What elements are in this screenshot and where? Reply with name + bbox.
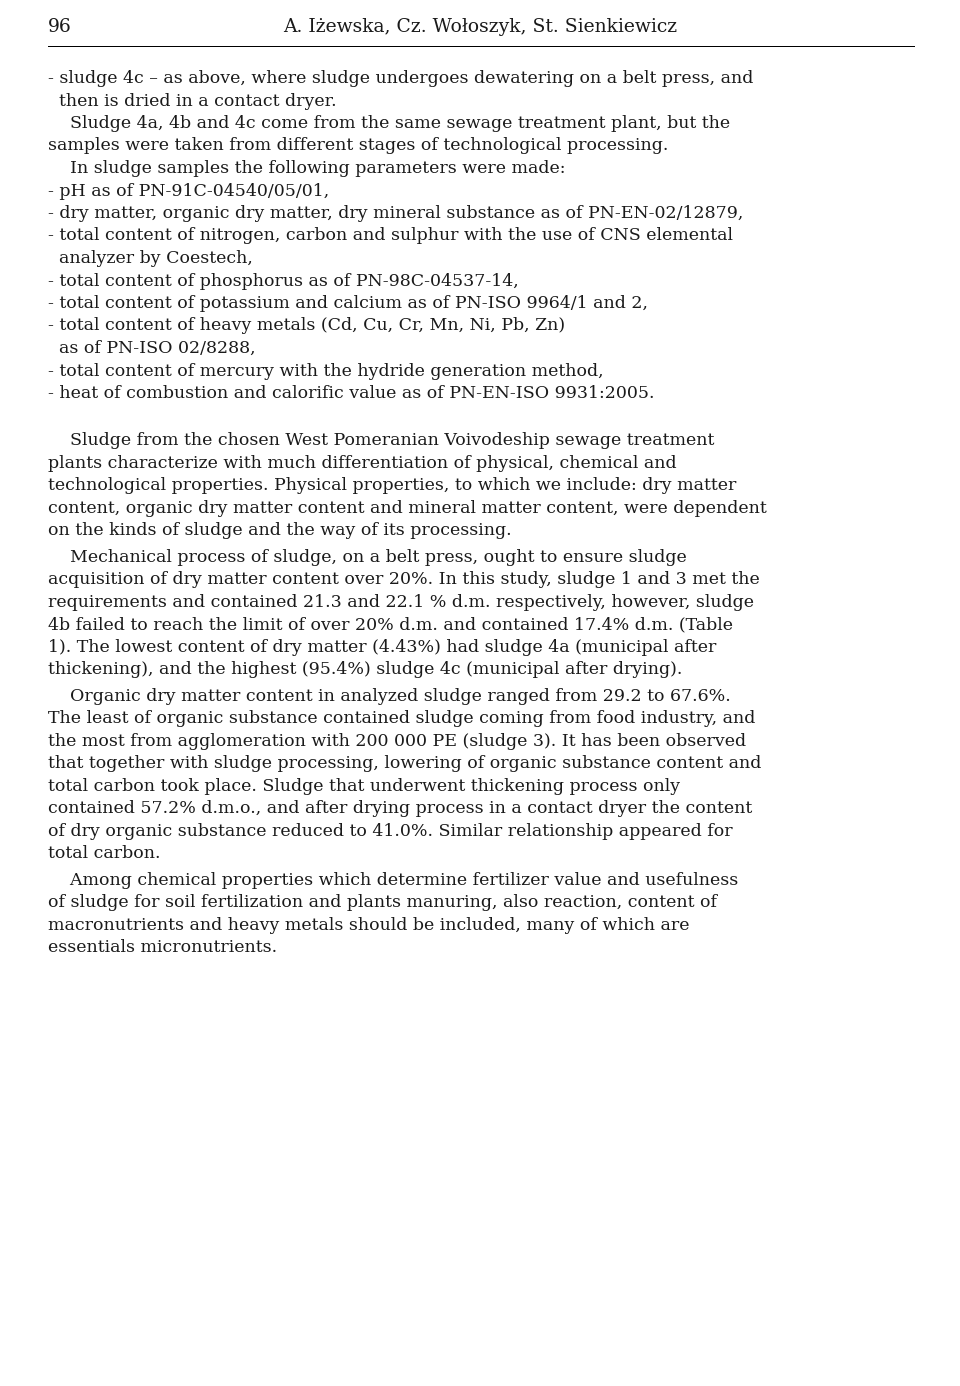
Text: of sludge for soil fertilization and plants manuring, also reaction, content of: of sludge for soil fertilization and pla… xyxy=(48,894,717,912)
Text: plants characterize with much differentiation of physical, chemical and: plants characterize with much differenti… xyxy=(48,455,677,471)
Text: total carbon.: total carbon. xyxy=(48,845,160,862)
Text: thickening), and the highest (95.4%) sludge 4c (municipal after drying).: thickening), and the highest (95.4%) slu… xyxy=(48,661,683,678)
Text: requirements and contained 21.3 and 22.1 % d.m. respectively, however, sludge: requirements and contained 21.3 and 22.1… xyxy=(48,593,754,611)
Text: - total content of potassium and calcium as of PN-ISO 9964/1 and 2,: - total content of potassium and calcium… xyxy=(48,295,648,312)
Text: - sludge 4c – as above, where sludge undergoes dewatering on a belt press, and: - sludge 4c – as above, where sludge und… xyxy=(48,71,754,87)
Text: - heat of combustion and calorific value as of PN-EN-ISO 9931:2005.: - heat of combustion and calorific value… xyxy=(48,385,655,402)
Text: - total content of mercury with the hydride generation method,: - total content of mercury with the hydr… xyxy=(48,363,604,380)
Text: macronutrients and heavy metals should be included, many of which are: macronutrients and heavy metals should b… xyxy=(48,918,689,934)
Text: - total content of nitrogen, carbon and sulphur with the use of CNS elemental: - total content of nitrogen, carbon and … xyxy=(48,227,733,244)
Text: samples were taken from different stages of technological processing.: samples were taken from different stages… xyxy=(48,137,668,154)
Text: 96: 96 xyxy=(48,18,72,36)
Text: analyzer by Coestech,: analyzer by Coestech, xyxy=(48,249,252,267)
Text: 1). The lowest content of dry matter (4.43%) had sludge 4a (municipal after: 1). The lowest content of dry matter (4.… xyxy=(48,639,716,656)
Text: as of PN-ISO 02/8288,: as of PN-ISO 02/8288, xyxy=(48,340,255,358)
Text: that together with sludge processing, lowering of organic substance content and: that together with sludge processing, lo… xyxy=(48,755,761,772)
Text: acquisition of dry matter content over 20%. In this study, sludge 1 and 3 met th: acquisition of dry matter content over 2… xyxy=(48,571,759,588)
Text: 4b failed to reach the limit of over 20% d.m. and contained 17.4% d.m. (Table: 4b failed to reach the limit of over 20%… xyxy=(48,617,733,633)
Text: In sludge samples the following parameters were made:: In sludge samples the following paramete… xyxy=(48,159,565,177)
Text: - dry matter, organic dry matter, dry mineral substance as of PN-EN-02/12879,: - dry matter, organic dry matter, dry mi… xyxy=(48,205,743,222)
Text: The least of organic substance contained sludge coming from food industry, and: The least of organic substance contained… xyxy=(48,711,756,728)
Text: content, organic dry matter content and mineral matter content, were dependent: content, organic dry matter content and … xyxy=(48,500,767,517)
Text: Sludge from the chosen West Pomeranian Voivodeship sewage treatment: Sludge from the chosen West Pomeranian V… xyxy=(48,432,714,449)
Text: contained 57.2% d.m.o., and after drying process in a contact dryer the content: contained 57.2% d.m.o., and after drying… xyxy=(48,800,753,818)
Text: total carbon took place. Sludge that underwent thickening process only: total carbon took place. Sludge that und… xyxy=(48,778,680,794)
Text: - total content of heavy metals (Cd, Cu, Cr, Mn, Ni, Pb, Zn): - total content of heavy metals (Cd, Cu,… xyxy=(48,317,565,334)
Text: the most from agglomeration with 200 000 PE (sludge 3). It has been observed: the most from agglomeration with 200 000… xyxy=(48,733,746,750)
Text: on the kinds of sludge and the way of its processing.: on the kinds of sludge and the way of it… xyxy=(48,523,512,539)
Text: Organic dry matter content in analyzed sludge ranged from 29.2 to 67.6%.: Organic dry matter content in analyzed s… xyxy=(48,687,731,705)
Text: technological properties. Physical properties, to which we include: dry matter: technological properties. Physical prope… xyxy=(48,477,736,495)
Text: - pH as of PN-91C-04540/05/01,: - pH as of PN-91C-04540/05/01, xyxy=(48,183,329,200)
Text: Sludge 4a, 4b and 4c come from the same sewage treatment plant, but the: Sludge 4a, 4b and 4c come from the same … xyxy=(48,115,731,132)
Text: A. Iżewska, Cz. Wołoszyk, St. Sienkiewicz: A. Iżewska, Cz. Wołoszyk, St. Sienkiewic… xyxy=(283,18,677,36)
Text: then is dried in a contact dryer.: then is dried in a contact dryer. xyxy=(48,93,337,109)
Text: - total content of phosphorus as of PN-98C-04537-14,: - total content of phosphorus as of PN-9… xyxy=(48,273,518,290)
Text: essentials micronutrients.: essentials micronutrients. xyxy=(48,940,277,956)
Text: of dry organic substance reduced to 41.0%. Similar relationship appeared for: of dry organic substance reduced to 41.0… xyxy=(48,823,732,840)
Text: Mechanical process of sludge, on a belt press, ought to ensure sludge: Mechanical process of sludge, on a belt … xyxy=(48,549,686,565)
Text: Among chemical properties which determine fertilizer value and usefulness: Among chemical properties which determin… xyxy=(48,872,738,888)
